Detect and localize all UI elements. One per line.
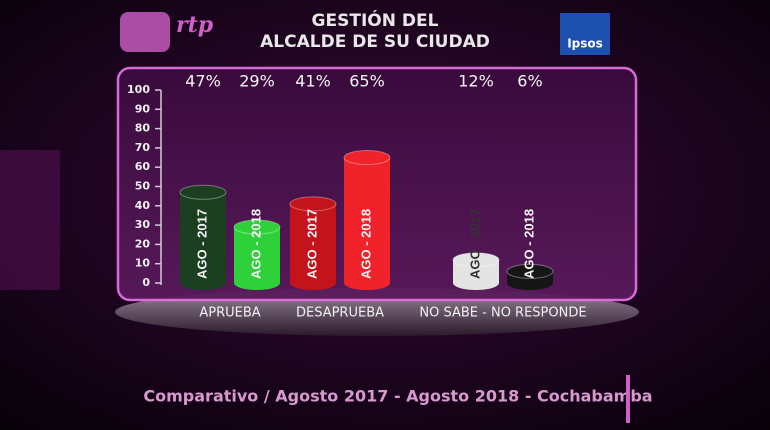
bar-top [289,196,337,212]
y-tick-label: 90 [135,102,151,115]
logo-ipsos: Ipsos [567,37,603,51]
logo-rtp: rtp [176,12,214,38]
y-tick-label: 0 [142,276,150,289]
bar-series-label: AGO - 2017 [194,209,209,279]
bar-series-label: AGO - 2018 [521,209,536,279]
chart-title: ALCALDE DE SU CIUDAD [260,32,490,52]
chart-title: GESTIÓN DEL [312,9,439,31]
logo-icon [120,12,170,52]
caption-bar [626,375,630,423]
y-tick-label: 60 [135,160,151,173]
bar [290,203,336,283]
x-tick-label: NO SABE - NO RESPONDE [419,306,586,321]
value-label: 47% [185,72,221,91]
bar-top [233,219,281,235]
bar-top [179,184,227,200]
bar-top [452,252,500,268]
bar [180,192,226,283]
value-label: 41% [295,72,331,91]
bar [344,157,390,283]
bar-top [343,150,391,166]
bar-top [506,263,554,279]
y-tick-label: 10 [135,257,151,270]
y-tick-label: 100 [127,83,150,96]
y-tick-label: 20 [135,237,151,250]
bar-series-label: AGO - 2018 [358,209,373,279]
glow [0,150,60,290]
bar [234,227,280,283]
value-label: 6% [517,72,542,91]
y-tick-label: 30 [135,218,151,231]
x-tick-label: APRUEBA [199,306,260,321]
caption: Comparativo / Agosto 2017 - Agosto 2018 … [143,387,652,406]
value-label: 29% [239,72,275,91]
bar-series-label: AGO - 2017 [467,209,482,279]
y-tick-label: 50 [135,180,151,193]
y-tick-label: 40 [135,199,151,212]
y-tick-label: 80 [135,122,151,135]
bar-series-label: AGO - 2017 [304,209,319,279]
bar-series-label: AGO - 2018 [248,209,263,279]
logo-box [560,13,610,55]
value-label: 65% [349,72,385,91]
value-label: 12% [458,72,494,91]
y-tick-label: 70 [135,141,151,154]
x-tick-label: DESAPRUEBA [296,306,384,321]
